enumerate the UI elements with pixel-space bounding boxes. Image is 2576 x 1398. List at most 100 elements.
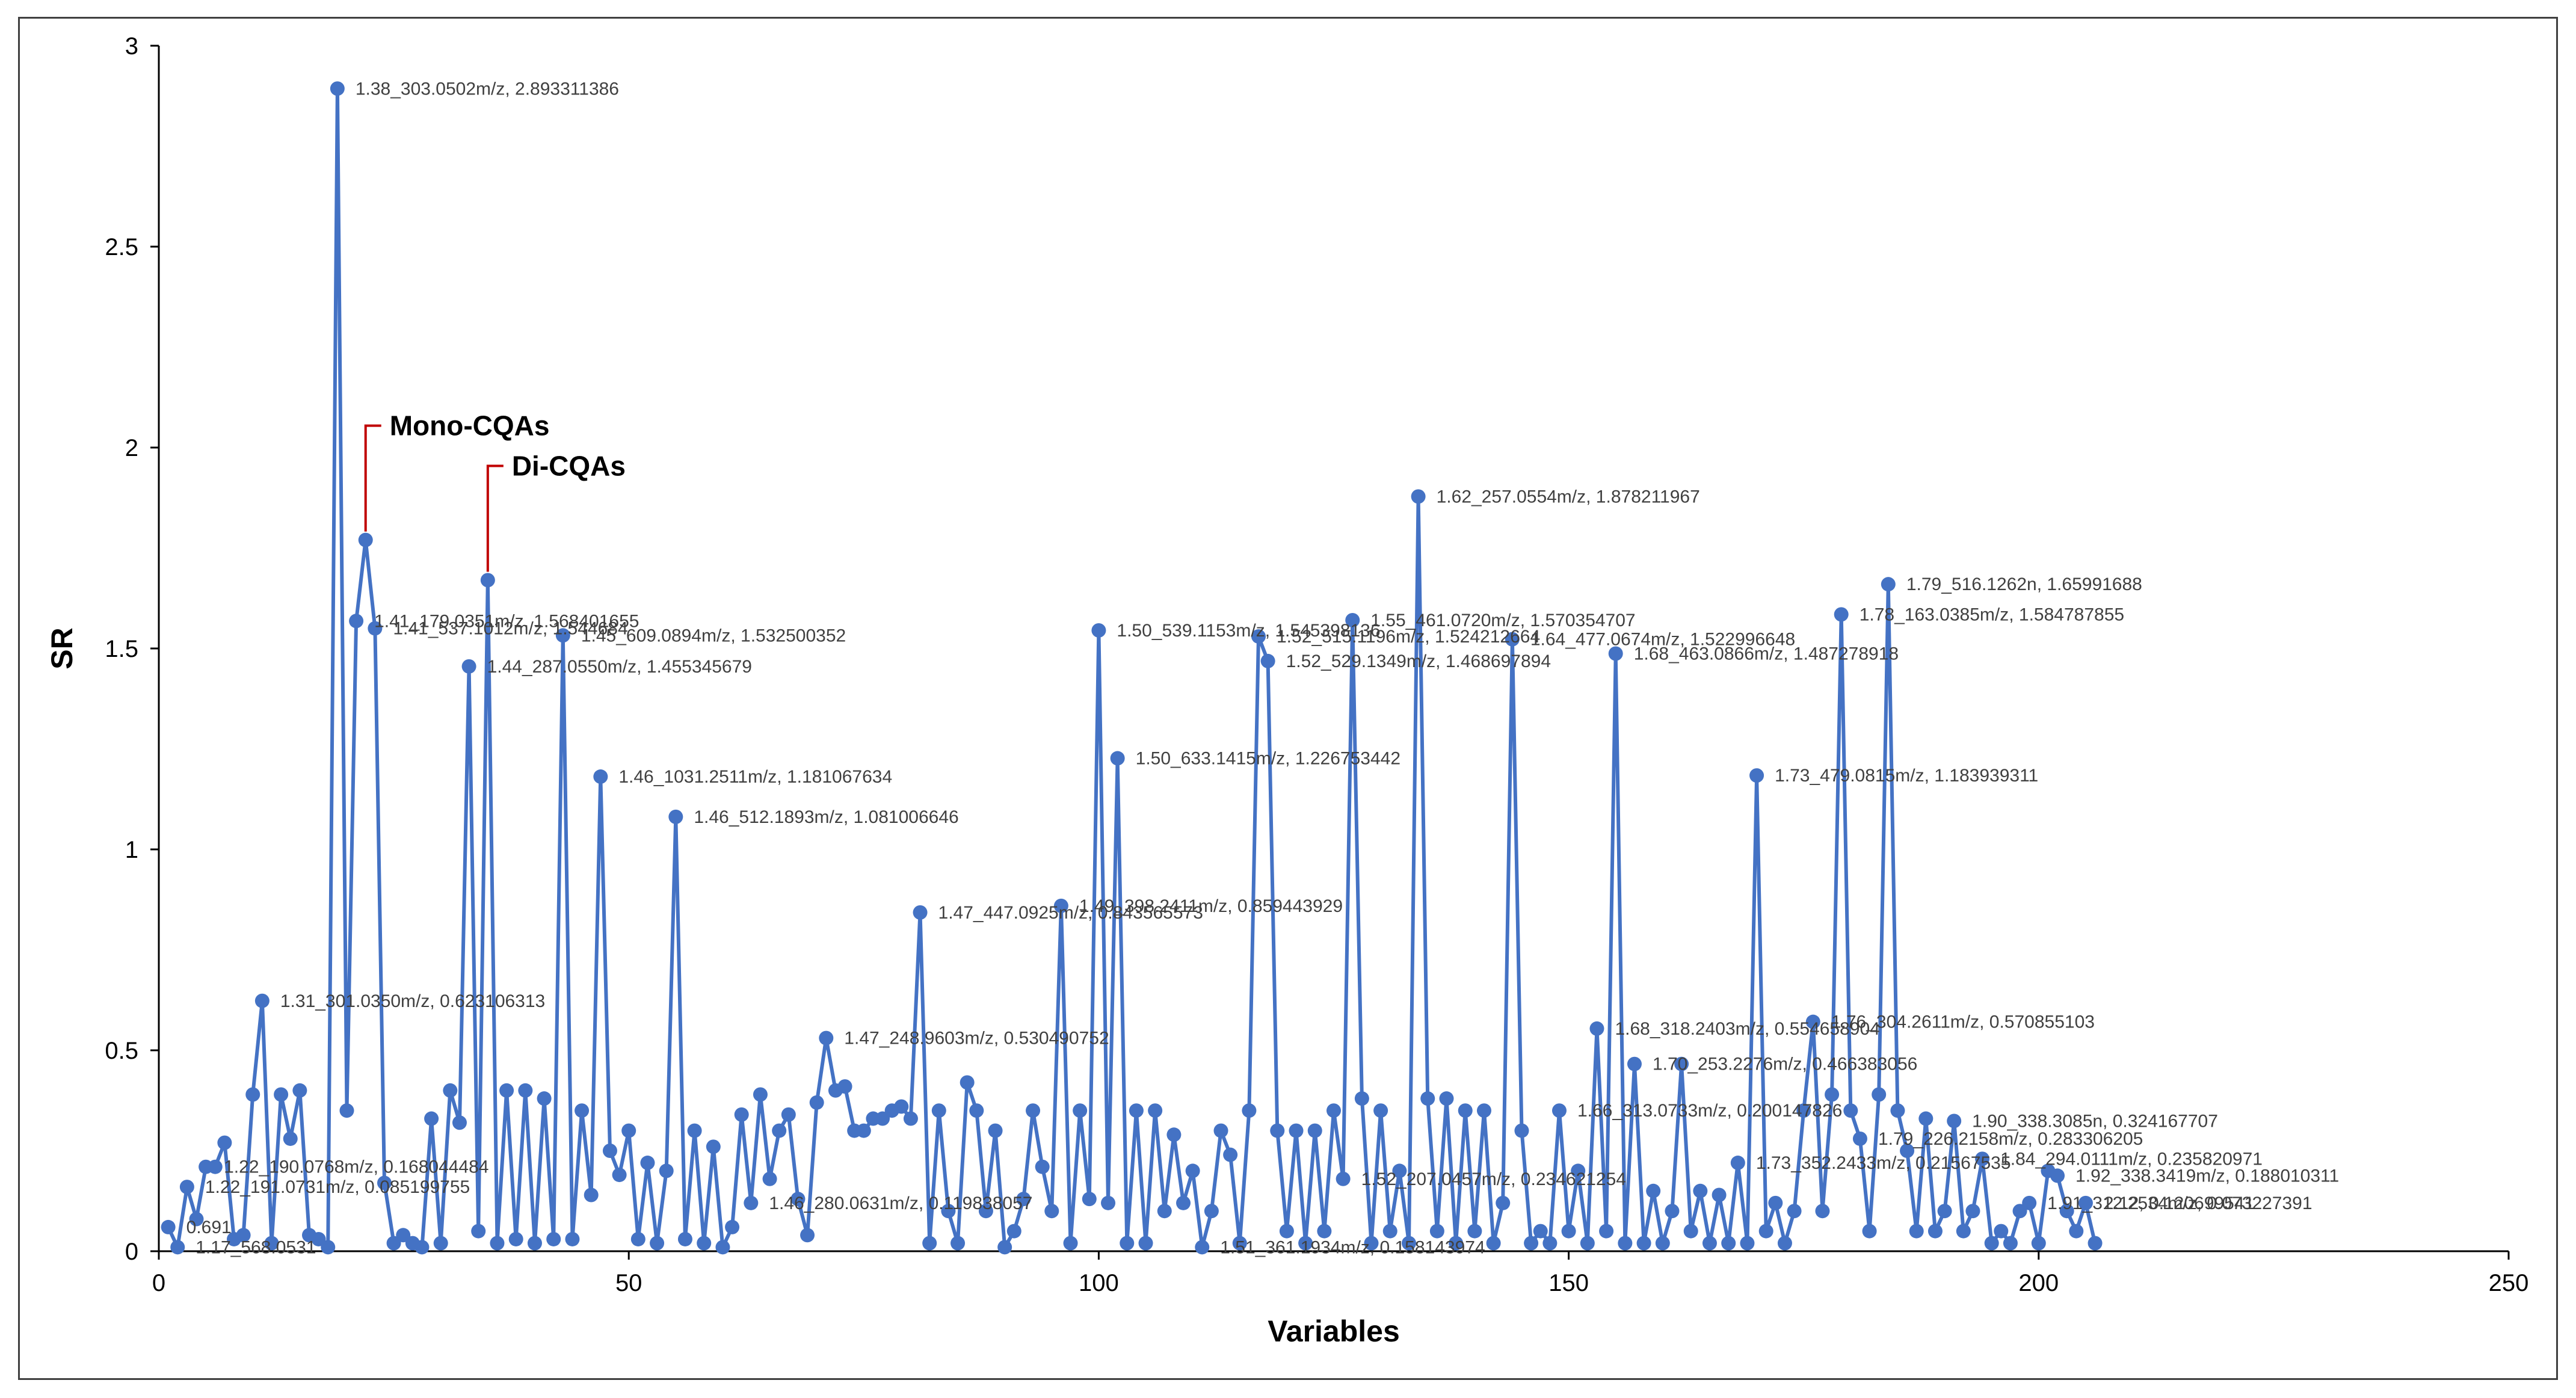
data-point bbox=[1129, 1103, 1144, 1118]
y-axis-title: SR bbox=[45, 627, 79, 669]
data-point bbox=[1627, 1056, 1642, 1071]
data-label: 1.90_338.3085n, 0.324167707 bbox=[1972, 1111, 2218, 1131]
data-point bbox=[443, 1083, 458, 1098]
data-point bbox=[575, 1103, 590, 1118]
data-point bbox=[1270, 1123, 1285, 1138]
data-label: 1.47_248.9603m/z, 0.530490752 bbox=[844, 1029, 1109, 1048]
data-point bbox=[339, 1103, 354, 1118]
data-point bbox=[1242, 1103, 1257, 1118]
data-point bbox=[837, 1079, 852, 1094]
data-point bbox=[1927, 1224, 1943, 1239]
data-point bbox=[1063, 1236, 1078, 1251]
data-point bbox=[1429, 1224, 1444, 1239]
chart-frame bbox=[18, 17, 2558, 1380]
data-point bbox=[555, 628, 570, 643]
data-point bbox=[1016, 1192, 1031, 1207]
data-point bbox=[1646, 1183, 1661, 1198]
data-point bbox=[2088, 1236, 2103, 1251]
data-point bbox=[650, 1236, 665, 1251]
data-point bbox=[612, 1168, 627, 1183]
data-point bbox=[236, 1228, 251, 1243]
data-point bbox=[1138, 1236, 1153, 1251]
data-point bbox=[1777, 1236, 1792, 1251]
data-point bbox=[1834, 607, 1849, 622]
data-point bbox=[772, 1123, 787, 1138]
data-point bbox=[1382, 1224, 1397, 1239]
data-point bbox=[292, 1083, 307, 1098]
data-point bbox=[630, 1231, 646, 1246]
data-point bbox=[1420, 1091, 1435, 1106]
data-point bbox=[1994, 1224, 2009, 1239]
data-point bbox=[2012, 1204, 2027, 1219]
data-point bbox=[1749, 768, 1764, 783]
data-point bbox=[1862, 1224, 1877, 1239]
data-point bbox=[969, 1103, 984, 1118]
data-point bbox=[659, 1163, 674, 1178]
data-point bbox=[1496, 1195, 1511, 1210]
callout-leader bbox=[364, 424, 381, 532]
data-point bbox=[677, 1231, 692, 1246]
data-point bbox=[274, 1087, 289, 1102]
data-point bbox=[499, 1083, 514, 1098]
data-point bbox=[1599, 1224, 1614, 1239]
data-point bbox=[1260, 653, 1275, 668]
y-tick-label: 1 bbox=[125, 837, 138, 863]
data-point bbox=[1279, 1224, 1294, 1239]
data-point bbox=[790, 1192, 806, 1207]
x-tick-label: 150 bbox=[1548, 1270, 1589, 1296]
data-point bbox=[951, 1236, 966, 1251]
data-point bbox=[1730, 1156, 1745, 1171]
data-point bbox=[527, 1236, 542, 1251]
data-point bbox=[744, 1195, 759, 1210]
data-point bbox=[2050, 1168, 2065, 1183]
data-label: 1.62_257.0554m/z, 1.878211967 bbox=[1437, 487, 1700, 507]
data-point bbox=[1401, 1236, 1416, 1251]
data-label: 1.52_515.1196m/z, 1.524212664 bbox=[1277, 627, 1540, 647]
data-point bbox=[1975, 1151, 1990, 1166]
x-tick-label: 250 bbox=[2489, 1270, 2529, 1296]
data-point bbox=[1486, 1236, 1501, 1251]
data-label: 1.52_529.1349m/z, 1.468697894 bbox=[1286, 651, 1551, 671]
y-tick-label: 0 bbox=[125, 1239, 138, 1265]
data-point bbox=[217, 1135, 232, 1150]
data-point bbox=[1035, 1159, 1050, 1174]
data-point bbox=[1251, 629, 1266, 644]
data-point bbox=[1900, 1144, 1915, 1158]
callout-label: Di-CQAs bbox=[512, 450, 626, 481]
data-point bbox=[1120, 1236, 1135, 1251]
data-point bbox=[1872, 1087, 1887, 1102]
data-point bbox=[349, 614, 364, 629]
data-point bbox=[668, 809, 683, 824]
data-point bbox=[189, 1212, 204, 1227]
data-point bbox=[762, 1171, 777, 1186]
data-point bbox=[1449, 1236, 1464, 1251]
data-label: 1.45_609.0894m/z, 1.532500352 bbox=[581, 626, 846, 645]
data-point bbox=[2022, 1195, 2037, 1210]
data-label: 1.66_313.0733m/z, 0.200147826 bbox=[1577, 1101, 1842, 1121]
data-point bbox=[781, 1107, 796, 1122]
data-point bbox=[1608, 646, 1623, 661]
axes: 0 0.5 1 1.5 2 2.5 3 0 50 100 150 200 250 bbox=[105, 33, 2528, 1296]
data-point bbox=[1110, 751, 1125, 766]
data-point bbox=[433, 1236, 448, 1251]
data-point bbox=[1101, 1195, 1116, 1210]
data-point bbox=[997, 1240, 1012, 1255]
data-point bbox=[1289, 1123, 1304, 1138]
data-point bbox=[894, 1099, 909, 1114]
data-point bbox=[1815, 1204, 1830, 1219]
annotations-group: Mono-CQAs Di-CQAs bbox=[364, 410, 626, 572]
data-label: 1.91_312.2534m/z, 0.073227391 bbox=[2047, 1193, 2312, 1213]
data-point bbox=[2078, 1195, 2093, 1210]
y-tick-label: 2.5 bbox=[105, 234, 138, 260]
data-label: 1.46_512.1893m/z, 1.081006646 bbox=[694, 807, 958, 827]
data-point bbox=[2003, 1236, 2018, 1251]
data-point bbox=[1336, 1171, 1351, 1186]
data-point bbox=[903, 1111, 918, 1126]
data-point bbox=[1223, 1147, 1238, 1162]
data-point bbox=[1965, 1204, 1980, 1219]
data-point bbox=[875, 1111, 890, 1126]
data-point bbox=[377, 1175, 392, 1190]
data-point bbox=[922, 1236, 937, 1251]
data-point bbox=[931, 1103, 946, 1118]
data-point bbox=[1843, 1103, 1858, 1118]
